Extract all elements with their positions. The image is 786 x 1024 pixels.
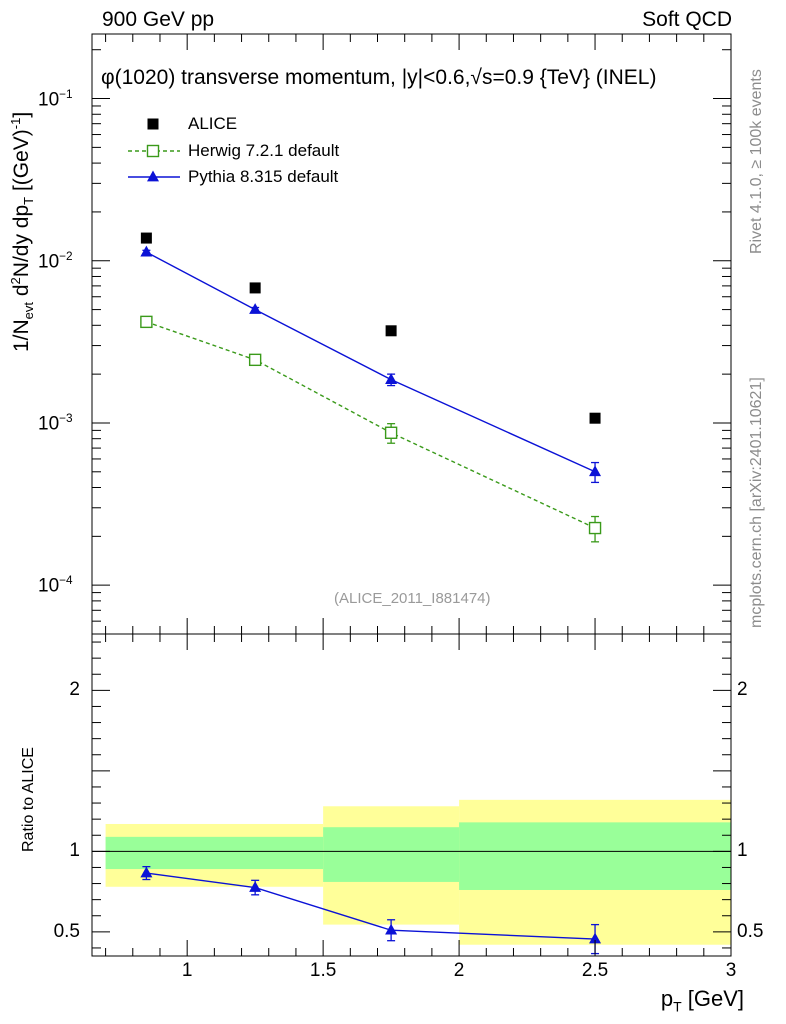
legend-label-pythia: Pythia 8.315 default	[188, 167, 339, 186]
ratio-frame	[91, 633, 732, 957]
legend-marker-herwig	[146, 144, 160, 158]
point-herwig-0	[140, 315, 153, 329]
header-left: 900 GeV pp	[102, 8, 215, 31]
x-axis-label: pT [GeV]	[660, 986, 744, 1015]
ratio-point-pythia-2	[385, 923, 398, 935]
y-tick-label-main-3: 10−4	[38, 574, 73, 597]
y-tick-label-ratio-right-1: 1	[737, 840, 748, 862]
ratio-point-pythia-3	[589, 932, 602, 944]
legend-marker-alice	[147, 118, 159, 130]
point-pythia-0	[140, 245, 153, 257]
point-pythia-1	[249, 303, 262, 314]
y-tick-label-ratio-right-0: 0.5	[737, 920, 764, 942]
ratio-line-pythia	[146, 872, 596, 940]
x-tick-label-3: 2.5	[581, 960, 609, 981]
rivet-version-note: Rivet 4.1.0, ≥ 100k events	[748, 69, 765, 254]
point-alice-0	[140, 232, 152, 244]
x-tick-label-4: 3	[725, 960, 737, 981]
ratio-point-pythia-1	[249, 881, 262, 892]
y-tick-label-ratio-left-2: 2	[69, 679, 80, 701]
legend-label-alice: ALICE	[188, 114, 238, 133]
point-herwig-3	[588, 521, 602, 535]
ratio-point-pythia-0	[140, 866, 153, 878]
x-tick-label-2: 2	[453, 960, 465, 981]
point-herwig-1	[248, 353, 262, 367]
y-tick-label-main-0: 10−1	[38, 87, 73, 110]
point-pythia-2	[385, 373, 398, 384]
legend-marker-pythia	[147, 170, 159, 182]
legend-label-herwig: Herwig 7.2.1 default	[188, 141, 340, 160]
y-tick-label-ratio-right-2: 2	[737, 679, 748, 701]
point-pythia-3	[589, 465, 602, 477]
point-alice-1	[249, 282, 261, 294]
series-line-pythia	[146, 251, 596, 473]
band-inner-0	[105, 836, 324, 870]
y-tick-label-main-1: 10−2	[38, 249, 73, 273]
y-tick-label-main-2: 10−3	[38, 411, 73, 435]
analysis-tag: (ALICE_2011_I881474)	[334, 590, 491, 607]
chart-title: φ(1020) transverse momentum, |y|<0.6,√s=…	[101, 66, 657, 89]
point-alice-2	[385, 325, 397, 337]
band-inner-2	[459, 822, 731, 890]
x-tick-label-1: 1.5	[309, 960, 337, 981]
y-tick-label-ratio-left-0: 0.5	[53, 920, 80, 942]
y-tick-label-ratio-left-1: 1	[69, 840, 80, 862]
header-right: Soft QCD	[642, 8, 732, 31]
x-tick-label-0: 1	[181, 960, 193, 981]
point-alice-3	[589, 412, 601, 424]
band-inner-1	[323, 827, 460, 882]
point-herwig-2	[384, 426, 398, 439]
mcplots-credit: mcplots.cern.ch [arXiv:2401.10621]	[748, 377, 765, 628]
series-line-herwig	[146, 321, 596, 529]
